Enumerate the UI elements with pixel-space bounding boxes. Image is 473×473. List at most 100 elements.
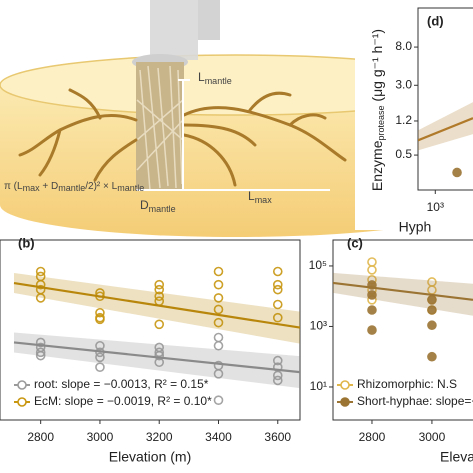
point	[213, 332, 224, 343]
point	[35, 293, 46, 303]
point	[367, 305, 377, 315]
panel-label: (d)	[427, 13, 444, 28]
point	[95, 340, 105, 351]
point	[154, 350, 165, 361]
legend-marker	[340, 397, 350, 407]
y-tick-label: 10¹	[310, 379, 327, 393]
x-tick-label: 3200	[146, 430, 173, 444]
point	[35, 279, 46, 290]
y-axis-label-part: protease	[376, 105, 386, 140]
legend-label: Short-hyphae: slope=−0	[357, 394, 473, 408]
y-tick-label: 10³	[310, 319, 327, 333]
point	[213, 368, 224, 379]
confidence-band	[333, 272, 473, 316]
plot-frame	[332, 239, 473, 421]
point	[213, 395, 224, 406]
point	[95, 352, 105, 363]
y-axis-label-part: Enzyme	[369, 140, 385, 191]
x-tick-label: 3600	[264, 430, 291, 444]
d-mantle-label: Dmantle	[140, 198, 176, 214]
point	[95, 314, 105, 325]
point	[272, 355, 283, 366]
point	[154, 319, 165, 330]
plot-frame	[0, 239, 301, 421]
x-tick-label: 2800	[27, 430, 54, 444]
point	[213, 317, 224, 328]
l-max-label: Lmax	[248, 189, 272, 205]
point	[272, 279, 283, 290]
point	[35, 347, 46, 358]
point	[272, 299, 283, 310]
legend-marker	[17, 397, 27, 407]
point	[272, 375, 283, 386]
plot-area	[13, 266, 300, 406]
point	[213, 304, 224, 315]
y-tick-label: 3.0	[395, 77, 412, 91]
point	[272, 312, 283, 323]
point	[213, 340, 224, 351]
x-tick-label: 2800	[359, 430, 386, 444]
formula: π (Lmax + Dmantle/2)² × Lmantle	[4, 181, 144, 194]
y-tick-label: 10⁵	[309, 258, 327, 272]
illustration: Lmantle Lmax Dmantle π (Lmax + Dmantle/2…	[0, 0, 473, 237]
point	[272, 266, 283, 277]
legend-marker	[17, 380, 27, 390]
point	[427, 305, 437, 315]
point	[95, 307, 105, 318]
panel: (d) 10³ 0.5 1.2 3.0 8.0 Hyph Enzymeprotease (μg…	[369, 7, 473, 235]
point	[452, 167, 462, 178]
fit-line	[418, 117, 473, 142]
y-tick-label: 0.5	[395, 147, 412, 161]
fit-line	[13, 281, 300, 329]
x-tick-label: 3400	[205, 430, 232, 444]
x-tick-label: 3000	[87, 430, 114, 444]
point	[154, 279, 165, 290]
confidence-band	[14, 273, 300, 344]
panel: (c) 2800 3000 10¹ 10³ 10⁵ Eleva Rhizomorphic: N…	[309, 235, 473, 465]
legend-label: Rhizomorphic: N.S	[357, 377, 457, 391]
point	[35, 350, 46, 361]
y-tick-label: 8.0	[395, 39, 412, 53]
point	[367, 290, 377, 300]
plot-area	[418, 102, 473, 178]
x-tick-label: 3000	[419, 430, 446, 444]
y-axis-label-part: (μg g⁻¹ h⁻¹)	[369, 29, 385, 106]
point	[427, 351, 437, 362]
point	[154, 347, 165, 358]
panel-d-background	[355, 0, 473, 230]
fit-line	[13, 341, 300, 374]
point	[367, 325, 377, 335]
x-axis-label: Elevation (m)	[109, 449, 191, 465]
panel-label: (b)	[18, 235, 35, 250]
l-mantle-label: Lmantle	[198, 70, 232, 86]
point	[35, 337, 46, 348]
plot-frame	[417, 7, 473, 191]
point	[427, 320, 437, 331]
legend-label: root: slope = −0.0013, R² = 0.15*	[34, 377, 209, 391]
panel-label: (c)	[347, 235, 363, 250]
fit-line	[333, 281, 473, 301]
point	[213, 266, 224, 277]
point	[213, 293, 224, 303]
point	[154, 291, 165, 302]
x-axis-label: Eleva	[440, 449, 473, 465]
point	[367, 257, 377, 267]
x-tick-label: 10³	[427, 200, 444, 214]
point	[154, 284, 165, 295]
point	[213, 279, 224, 290]
y-tick-label: 1.2	[395, 113, 412, 127]
point	[367, 265, 377, 275]
point	[95, 362, 105, 373]
confidence-band	[418, 102, 473, 151]
legend-label: EcM: slope = −0.0019, R² = 0.10*	[34, 394, 212, 408]
legend-marker	[340, 380, 350, 390]
y-axis-label: Enzymeprotease (μg g⁻¹ h⁻¹)	[369, 29, 387, 191]
point	[272, 284, 283, 295]
point	[35, 266, 46, 277]
confidence-band	[14, 332, 300, 389]
plot-area	[333, 257, 473, 362]
point	[272, 370, 283, 381]
x-axis-label: Hyph	[399, 219, 432, 235]
panel: (b) 2800 3000 3200 3400 3600 Elevation (m) root…	[0, 235, 301, 465]
